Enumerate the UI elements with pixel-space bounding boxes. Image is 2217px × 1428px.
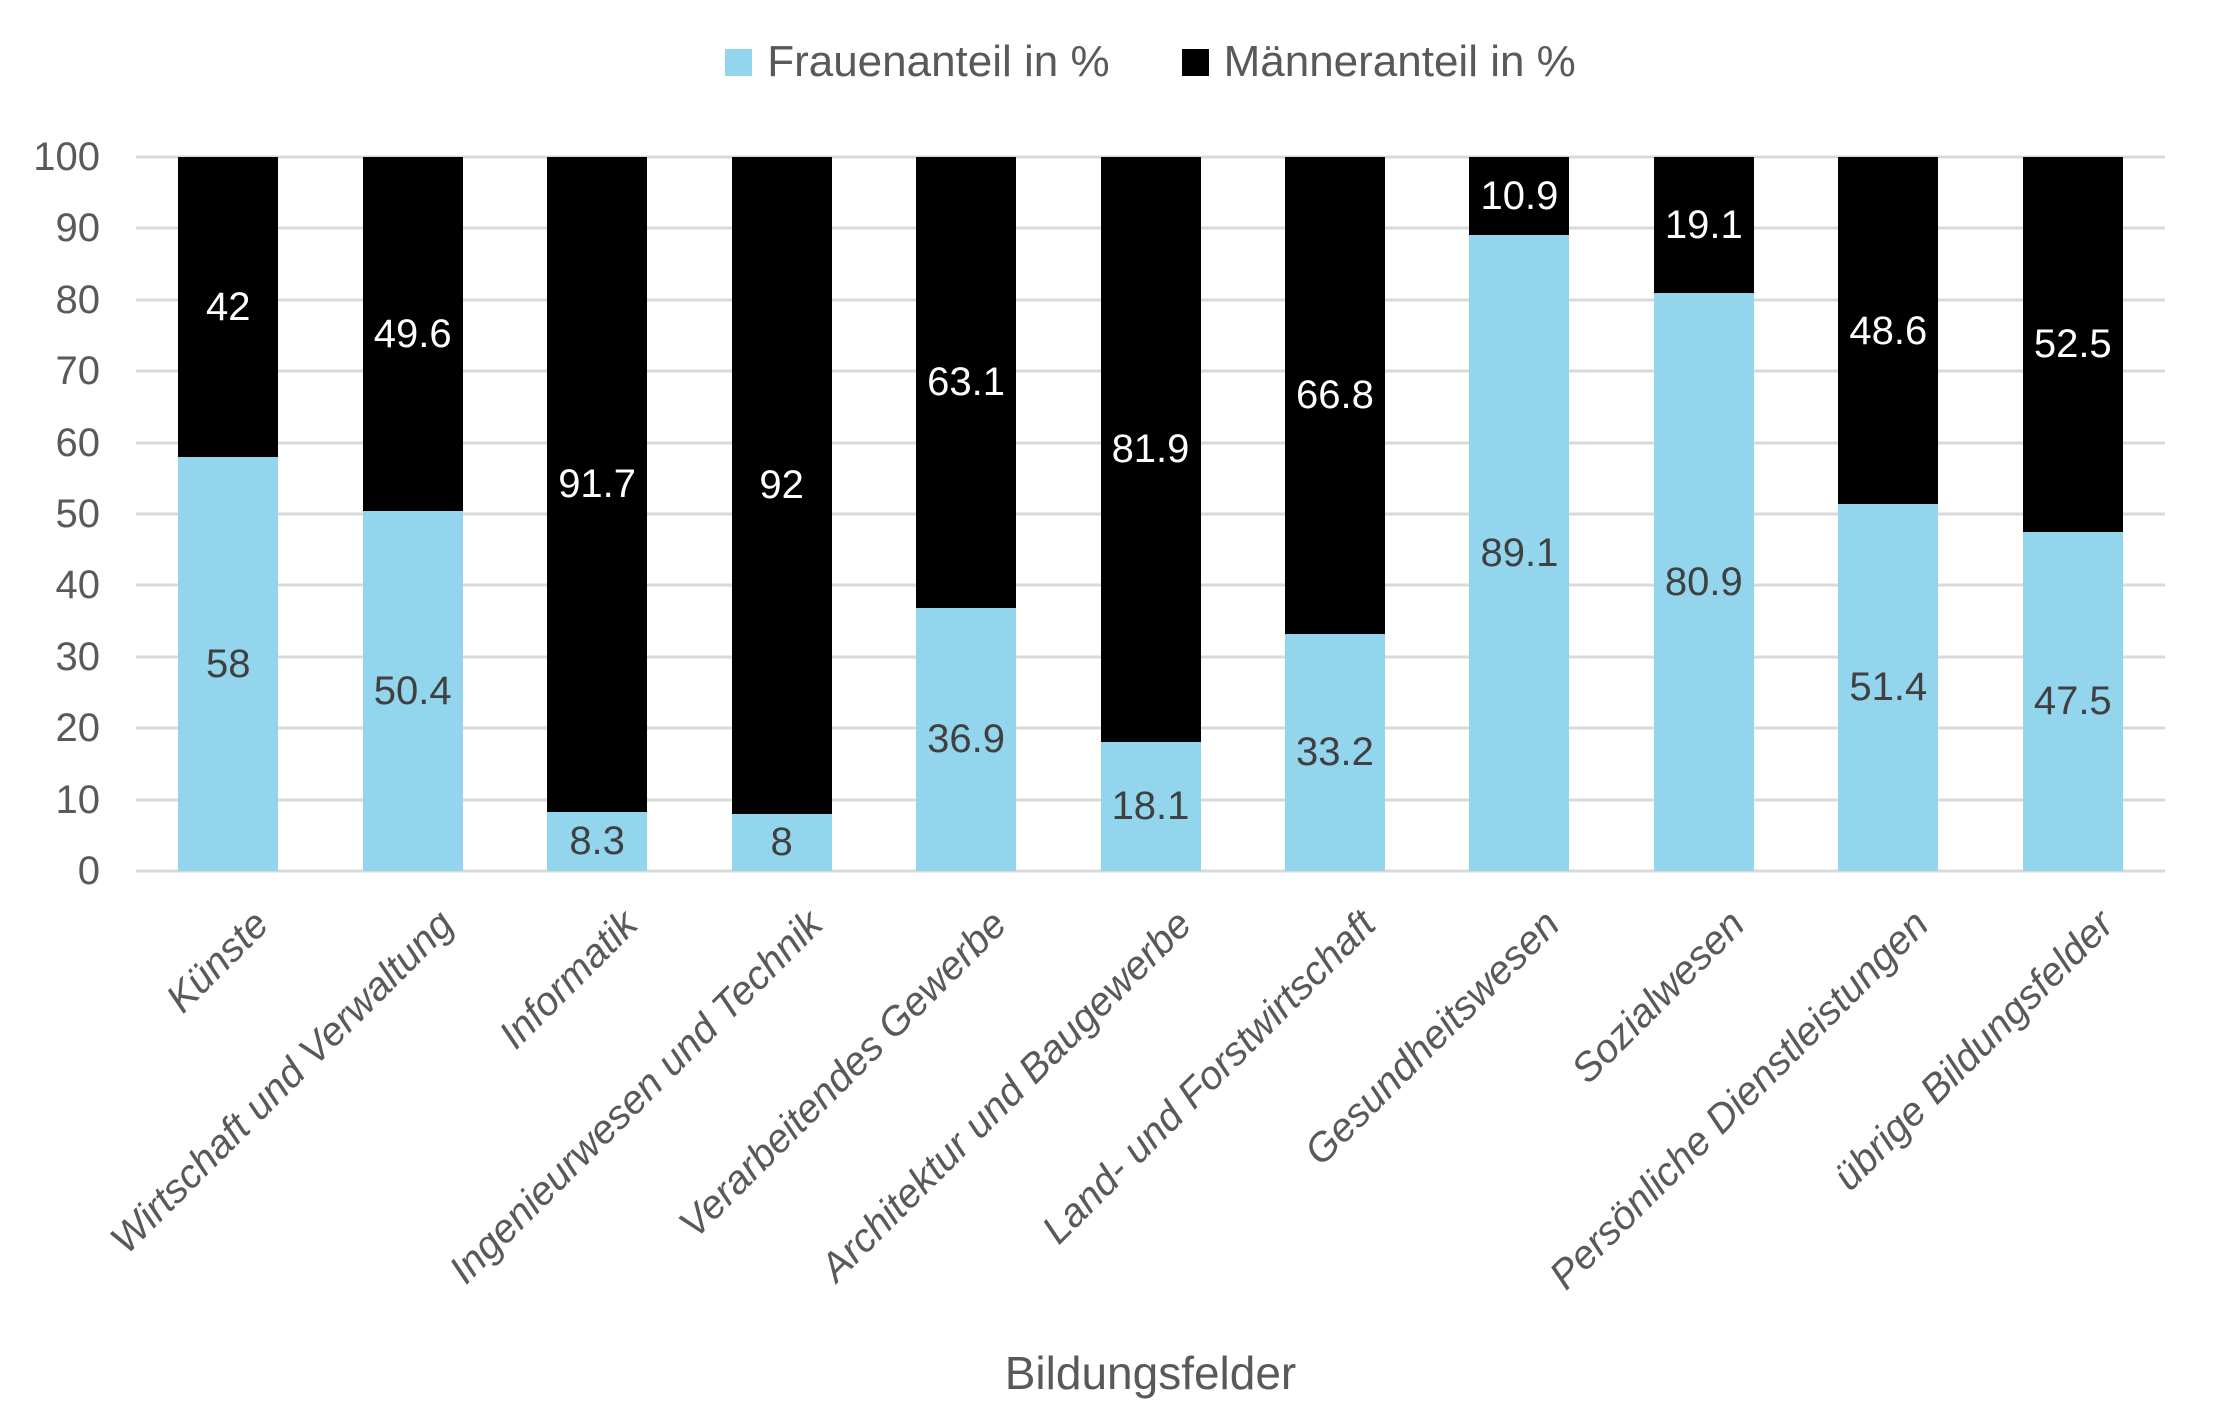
data-label-frauen-4: 8 [770,820,793,865]
data-label-maenner-6: 81.9 [1111,427,1190,472]
gridline-0 [136,869,2165,873]
data-label-maenner-5: 63.1 [927,360,1005,405]
bar-segment-maenner-7: 66.8 [1284,157,1385,634]
legend-swatch-maenneranteil [1181,48,1209,76]
bar-segment-maenner-1: 42 [178,157,279,457]
y-tick-label-70: 70 [55,349,101,394]
bar-9: 19.1 80.9 [1653,157,1754,871]
data-label-frauen-6: 18.1 [1111,784,1190,829]
bar-6: 81.9 18.1 [1100,157,1201,871]
bar-segment-frauen-10: 51.4 [1838,504,1939,871]
bar-segment-frauen-6: 18.1 [1100,741,1201,871]
data-label-frauen-8: 89.1 [1480,530,1559,575]
data-label-frauen-7: 33.2 [1296,730,1374,775]
legend-label-frauenanteil: Frauenanteil in % [767,37,1110,86]
bar-8: 10.9 89.1 [1469,157,1570,871]
bar-7: 66.8 33.2 [1284,157,1385,871]
y-tick-label-40: 40 [55,563,101,608]
bar-segment-frauen-3: 8.3 [547,811,648,871]
bar-segment-frauen-7: 33.2 [1284,633,1385,871]
category-label-6: Architektur und Baugewerbe [811,902,1200,1291]
bar-5: 63.1 36.9 [916,157,1017,871]
category-label-7: Land- und Forstwirtschaft [1033,902,1385,1253]
data-label-maenner-11: 52.5 [2033,322,2112,367]
legend-swatch-frauenanteil [725,48,753,76]
data-label-frauen-2: 50.4 [373,669,452,714]
data-label-maenner-3: 91.7 [558,462,637,507]
data-label-maenner-7: 66.8 [1296,373,1374,418]
y-tick-label-0: 0 [77,849,100,893]
bar-4: 92 8 [731,157,832,871]
data-label-frauen-10: 51.4 [1849,665,1928,710]
bar-segment-maenner-4: 92 [731,157,832,814]
bar-1: 42 58 [178,157,279,871]
data-label-maenner-9: 19.1 [1664,203,1743,248]
category-label-3: Informatik [490,902,647,1058]
bar-segment-frauen-1: 58 [178,456,279,871]
bar-segment-maenner-2: 49.6 [362,157,463,512]
data-label-maenner-4: 92 [759,463,804,508]
data-label-frauen-1: 58 [205,641,251,686]
legend-item-frauenanteil: Frauenanteil in % [725,37,1110,87]
bar-segment-frauen-8: 89.1 [1469,234,1570,871]
bar-segment-maenner-8: 10.9 [1469,157,1570,235]
category-label-5: Verarbeitendes Gewerbe [670,902,1016,1247]
plot-area: 42 58 49.6 50.4 91.7 8.3 92 8 63.1 36.9 81.9 18.1 66… [136,155,2165,873]
bar-segment-maenner-9: 19.1 [1653,157,1754,294]
y-tick-label-100: 100 [33,135,100,179]
category-label-10: Persönliche Dienstleistungen [1541,902,1938,1298]
bar-segment-maenner-5: 63.1 [916,157,1017,608]
x-axis-title: Bildungsfelder [1004,1347,1297,1399]
data-label-frauen-9: 80.9 [1664,560,1743,605]
bar-segment-frauen-9: 80.9 [1653,293,1754,871]
category-label-9: Sozialwesen [1563,902,1753,1092]
bar-segment-maenner-3: 91.7 [547,157,648,812]
y-tick-label-10: 10 [55,777,101,822]
bar-segment-frauen-2: 50.4 [362,511,463,871]
data-label-maenner-2: 49.6 [373,312,452,357]
bar-11: 52.5 47.5 [2022,157,2123,871]
data-label-frauen-5: 36.9 [927,717,1005,762]
bar-segment-frauen-5: 36.9 [916,607,1017,871]
data-label-maenner-8: 10.9 [1480,173,1559,218]
category-label-1: Künste [158,902,278,1022]
bar-segment-maenner-10: 48.6 [1838,157,1939,504]
data-label-frauen-3: 8.3 [569,819,625,864]
y-tick-label-30: 30 [55,634,101,679]
legend-item-maenneranteil: Männeranteil in % [1181,37,1576,87]
y-tick-label-50: 50 [55,492,101,536]
bar-10: 48.6 51.4 [1838,157,1939,871]
bar-3: 91.7 8.3 [547,157,648,871]
y-tick-label-60: 60 [55,420,101,465]
y-tick-label-90: 90 [55,206,101,251]
bar-segment-maenner-6: 81.9 [1100,157,1201,742]
bar-segment-maenner-11: 52.5 [2022,157,2123,532]
bar-segment-frauen-11: 47.5 [2022,531,2123,871]
category-label-4: Ingenieurwesen und Technik [440,902,831,1293]
legend: Frauenanteil in % Männeranteil in % [136,30,2165,94]
y-tick-label-20: 20 [55,706,101,751]
data-label-maenner-1: 42 [205,284,251,329]
bar-2: 49.6 50.4 [362,157,463,871]
data-label-frauen-11: 47.5 [2033,679,2112,724]
data-label-maenner-10: 48.6 [1849,308,1928,353]
legend-label-maenneranteil: Männeranteil in % [1223,37,1576,86]
y-tick-label-80: 80 [55,277,101,322]
bar-segment-frauen-4: 8 [731,813,832,871]
category-label-2: Wirtschaft und Verwaltung [101,902,462,1262]
